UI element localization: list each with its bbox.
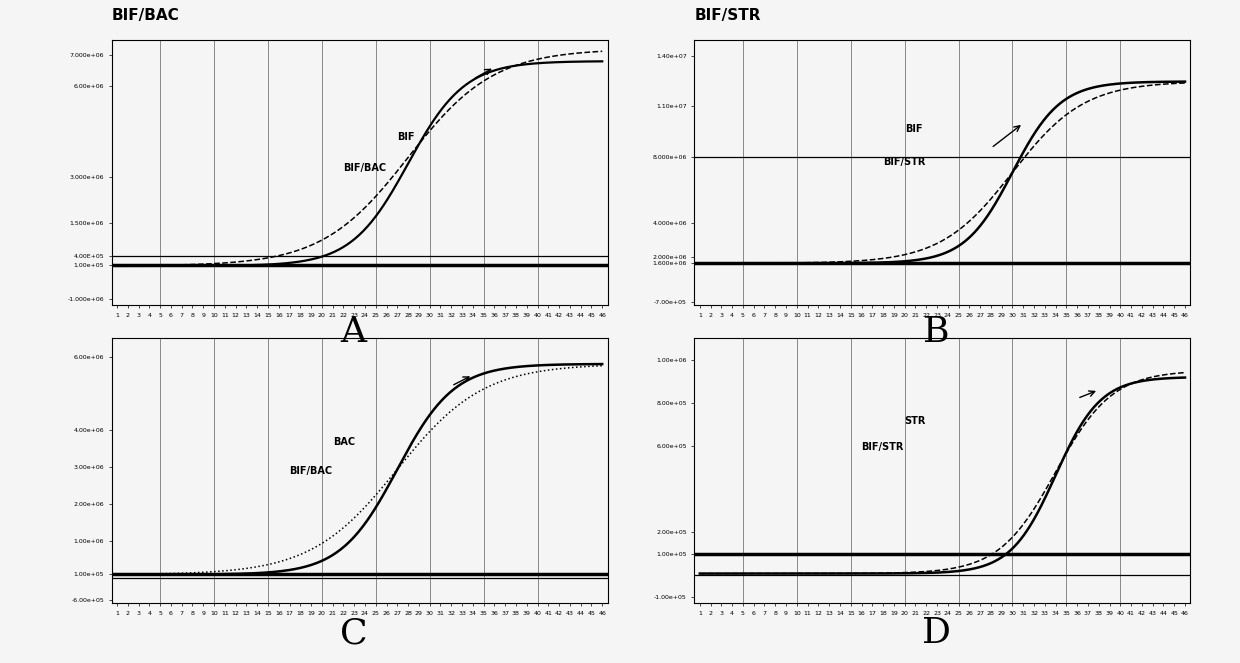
Text: BIF/BAC: BIF/BAC bbox=[289, 466, 332, 477]
Text: BIF: BIF bbox=[905, 123, 923, 133]
Text: BIF/STR: BIF/STR bbox=[883, 157, 925, 167]
Text: BIF: BIF bbox=[397, 133, 415, 143]
Text: STR: STR bbox=[905, 416, 926, 426]
Text: B: B bbox=[923, 314, 950, 349]
Text: C: C bbox=[340, 616, 367, 650]
Text: A: A bbox=[341, 314, 366, 349]
Text: BIF/BAC: BIF/BAC bbox=[343, 163, 387, 173]
Text: D: D bbox=[921, 616, 951, 650]
Text: BIF/BAC: BIF/BAC bbox=[112, 8, 180, 23]
Text: BIF/STR: BIF/STR bbox=[694, 8, 761, 23]
Text: BAC: BAC bbox=[332, 437, 355, 447]
Text: BIF/STR: BIF/STR bbox=[862, 442, 904, 452]
